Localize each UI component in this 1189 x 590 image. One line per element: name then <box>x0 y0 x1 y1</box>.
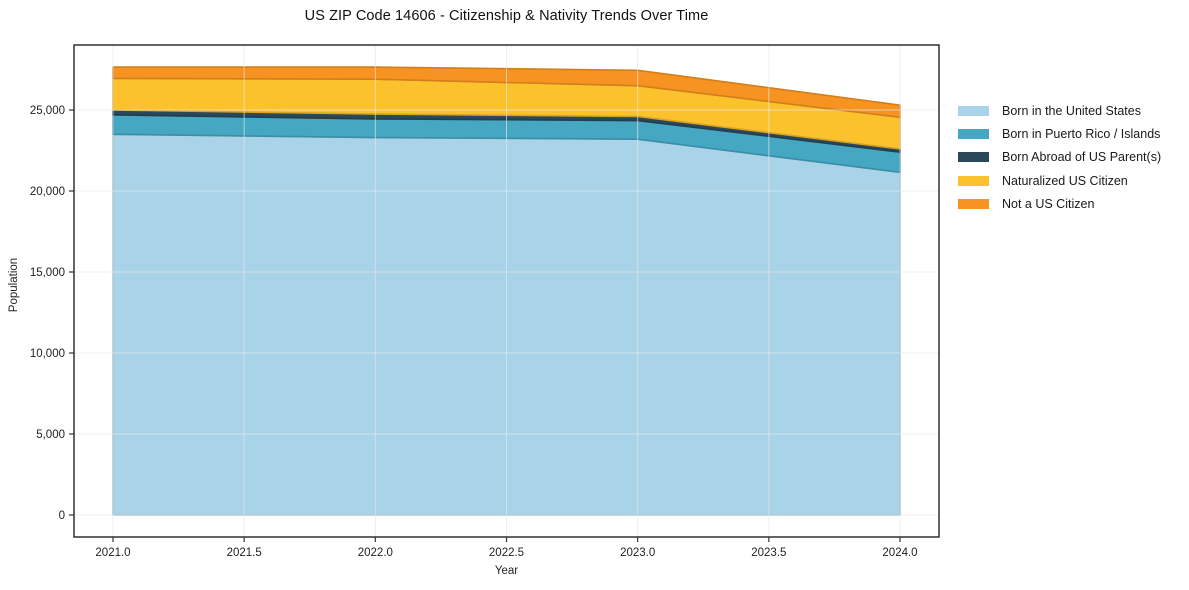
legend-item-not-citizen: Not a US Citizen <box>958 192 1161 215</box>
legend-swatch-born-us <box>958 105 989 116</box>
legend-item-naturalized: Naturalized US Citizen <box>958 169 1161 192</box>
x-tick-label: 2021.0 <box>95 547 130 559</box>
legend-label: Not a US Citizen <box>1002 196 1095 211</box>
y-tick-label: 15,000 <box>30 267 65 279</box>
x-tick-label: 2022.5 <box>489 547 524 559</box>
x-tick-label: 2023.0 <box>620 547 655 559</box>
legend-item-born-abroad: Born Abroad of US Parent(s) <box>958 146 1161 169</box>
legend-swatch-not-citizen <box>958 198 989 209</box>
y-tick-label: 25,000 <box>30 105 65 117</box>
legend-label: Born Abroad of US Parent(s) <box>1002 150 1162 165</box>
chart-title: US ZIP Code 14606 - Citizenship & Nativi… <box>304 8 709 24</box>
y-tick-label: 5,000 <box>36 429 65 441</box>
x-axis-label: Year <box>494 565 519 577</box>
y-tick-label: 20,000 <box>30 186 65 198</box>
legend: Born in the United States Born in Puerto… <box>958 99 1161 215</box>
legend-swatch-born-pr <box>958 128 989 139</box>
legend-swatch-naturalized <box>958 175 989 186</box>
legend-item-born-us: Born in the United States <box>958 99 1161 122</box>
x-tick-label: 2023.5 <box>751 547 786 559</box>
legend-label: Born in Puerto Rico / Islands <box>1002 126 1161 141</box>
legend-swatch-born-abroad <box>958 152 989 163</box>
legend-item-born-pr: Born in Puerto Rico / Islands <box>958 122 1161 145</box>
x-tick-label: 2022.0 <box>358 547 393 559</box>
legend-label: Born in the United States <box>1002 103 1141 118</box>
x-tick-label: 2021.5 <box>227 547 262 559</box>
y-axis-label: Population <box>8 257 20 313</box>
y-tick-label: 10,000 <box>30 348 65 360</box>
y-tick-label: 0 <box>59 510 65 522</box>
legend-label: Naturalized US Citizen <box>1002 173 1128 188</box>
x-tick-label: 2024.0 <box>882 547 917 559</box>
